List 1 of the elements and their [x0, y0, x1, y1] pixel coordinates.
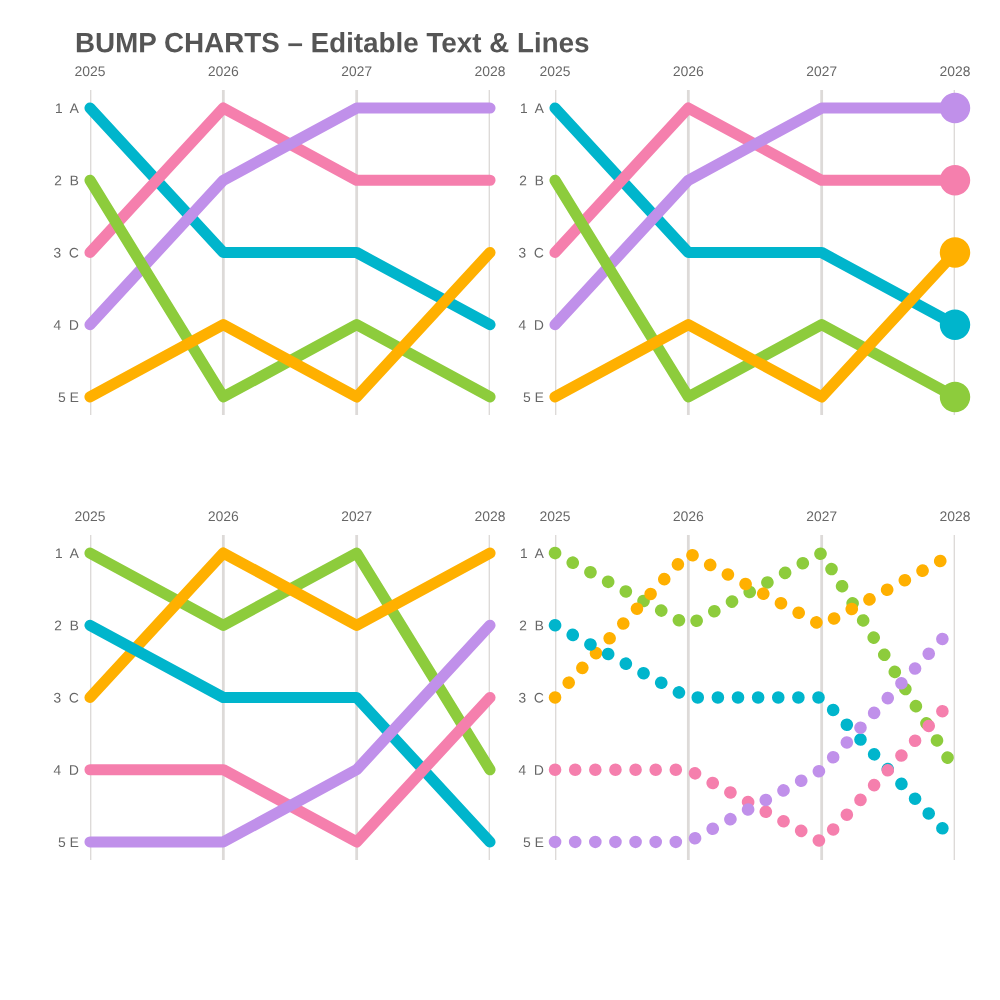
chart-title: BUMP CHARTS – Editable Text & Lines [76, 32, 589, 53]
